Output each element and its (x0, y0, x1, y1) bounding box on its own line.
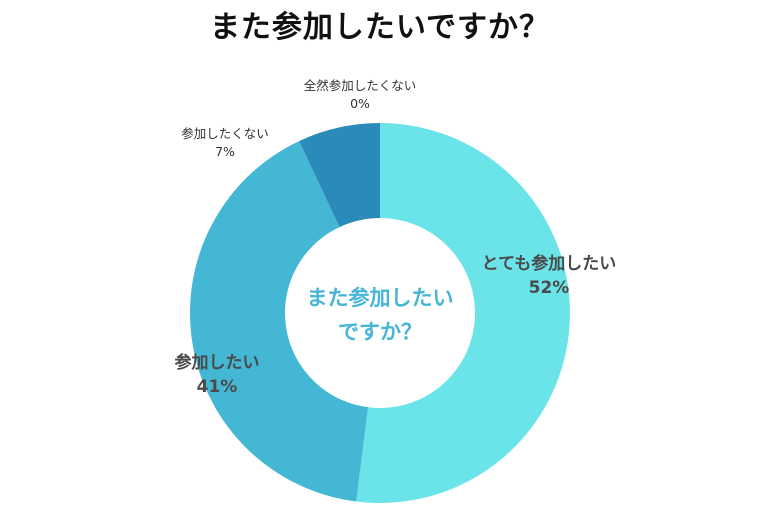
slice-label-want: 参加したい 41% (162, 351, 272, 399)
slice-name: 参加したい (174, 353, 260, 373)
slice-label-not-want-at-all: 全然参加したくない 0% (290, 77, 430, 113)
slice-label-strongly-want: とても参加したい 52% (464, 252, 634, 300)
slice-percent: 41% (196, 377, 238, 397)
slice-percent: 7% (215, 144, 235, 159)
slice-percent: 0% (350, 96, 370, 111)
slice-name: 全然参加したくない (303, 78, 417, 93)
slice-label-not-want: 参加したくない 7% (160, 125, 290, 161)
chart-title: また参加したいですか？ (209, 10, 551, 45)
center-label-line2: ですか？ (338, 320, 422, 344)
slice-name: 参加したくない (181, 126, 269, 141)
slice-percent: 52% (528, 278, 570, 298)
center-label-line1: また参加したい (306, 286, 454, 310)
slice-name: とても参加したい (481, 254, 617, 274)
donut-hole (285, 218, 475, 408)
